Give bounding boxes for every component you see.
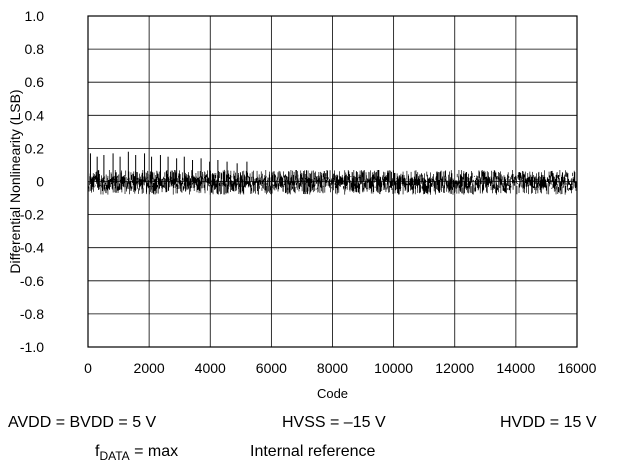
x-tick-label: 0 xyxy=(84,360,92,376)
y-tick-label: -0.4 xyxy=(20,240,44,256)
fdata-value: = max xyxy=(129,443,179,460)
y-tick-label: -0.6 xyxy=(20,273,44,289)
fdata-subscript: DATA xyxy=(99,449,130,463)
fdata-symbol: f xyxy=(95,443,100,460)
x-tick-labels: 0 2000 4000 6000 8000 10000 12000 14000 16000 xyxy=(84,360,597,376)
y-tick-label: 0.6 xyxy=(25,74,45,90)
x-tick-label: 2000 xyxy=(134,360,165,376)
y-tick-label: -0.8 xyxy=(20,306,44,322)
y-tick-label: 0.8 xyxy=(25,41,45,57)
fdata-condition: fDATA = max xyxy=(95,443,178,463)
x-tick-label: 14000 xyxy=(496,360,535,376)
dnl-chart: 1.0 0.8 0.6 0.4 0.2 0 -0.2 -0.4 -0.6 -0.8 -1.0 0 20… xyxy=(7,8,597,401)
x-axis-label: Code xyxy=(317,386,348,401)
y-tick-label: 1.0 xyxy=(25,8,45,24)
hvdd-text: HVDD = 15 V xyxy=(500,414,597,431)
x-tick-label: 8000 xyxy=(317,360,348,376)
hvss-text: HVSS = –15 V xyxy=(282,414,386,431)
y-tick-labels: 1.0 0.8 0.6 0.4 0.2 0 -0.2 -0.4 -0.6 -0.8 -1.0 xyxy=(20,8,44,355)
y-axis-label: Differential Nonlinearity (LSB) xyxy=(7,89,23,273)
reference-condition: Internal reference xyxy=(250,443,375,461)
x-tick-label: 10000 xyxy=(374,360,413,376)
hvss-condition: HVSS = –15 V xyxy=(282,414,386,432)
y-tick-label: 0 xyxy=(36,174,44,190)
y-tick-label: -1.0 xyxy=(20,339,44,355)
x-tick-label: 16000 xyxy=(558,360,597,376)
supply-condition: AVDD = BVDD = 5 V xyxy=(8,414,156,432)
reference-text: Internal reference xyxy=(250,443,376,460)
supply-text: AVDD = BVDD = 5 V xyxy=(8,414,157,431)
x-tick-label: 6000 xyxy=(256,360,287,376)
hvdd-condition: HVDD = 15 V xyxy=(500,414,596,432)
y-tick-label: 0.4 xyxy=(25,107,45,123)
plot-frame xyxy=(87,15,578,348)
x-tick-label: 4000 xyxy=(195,360,226,376)
y-tick-label: 0.2 xyxy=(25,140,45,156)
x-tick-label: 12000 xyxy=(435,360,474,376)
grid-lines xyxy=(87,15,578,348)
y-tick-label: -0.2 xyxy=(20,207,44,223)
